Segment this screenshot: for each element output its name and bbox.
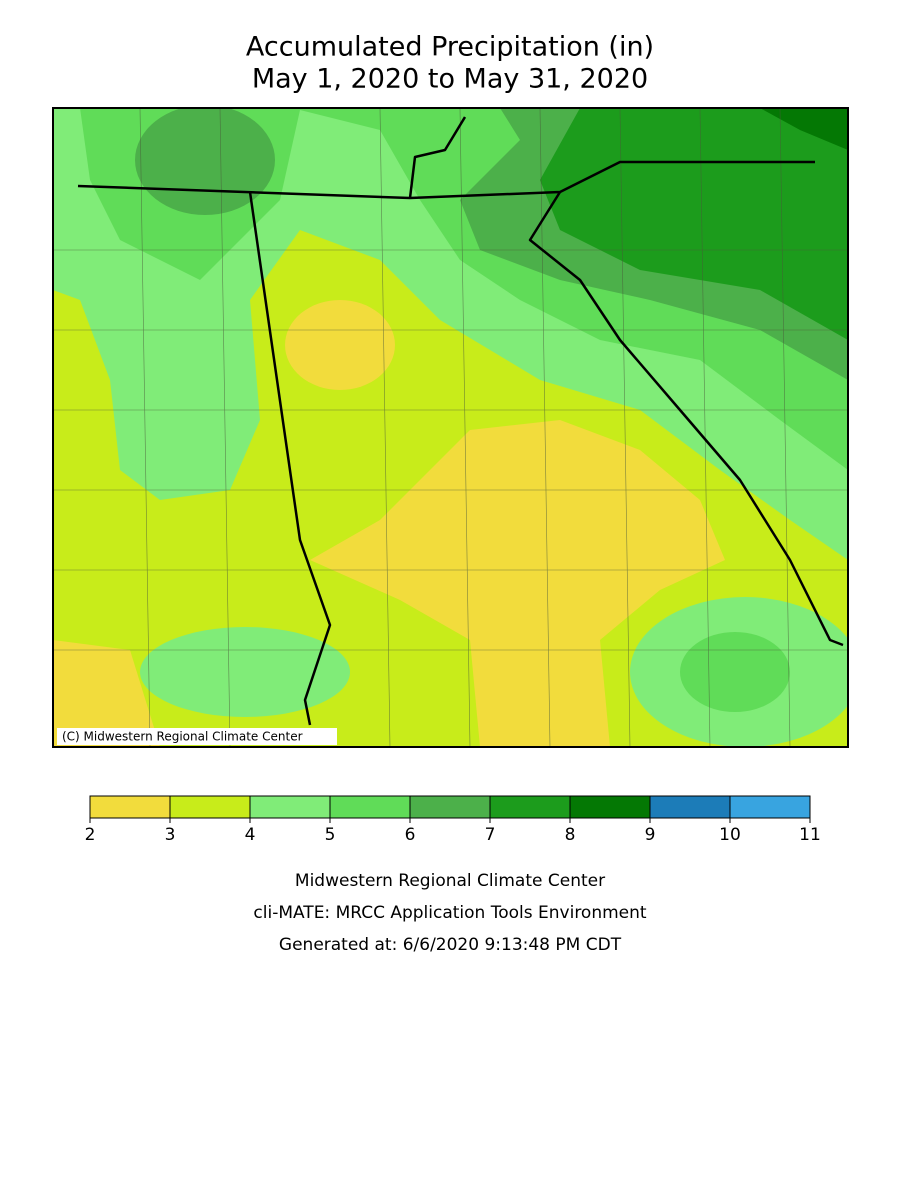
state-border	[528, 191, 844, 647]
state-border	[408, 116, 467, 199]
legend-swatch	[89, 795, 171, 819]
legend-tick-label: 8	[565, 825, 576, 845]
legend-swatch	[649, 795, 731, 819]
precip-region	[760, 108, 848, 150]
precip-region	[135, 108, 275, 215]
state-border	[248, 191, 332, 726]
legend-tick-label: 4	[245, 825, 256, 845]
legend-tick-label: 10	[719, 825, 741, 845]
legend-tick-label: 11	[799, 825, 821, 845]
legend-swatch	[409, 795, 491, 819]
legend-swatch	[569, 795, 651, 819]
footer-line: Generated at: 6/6/2020 9:13:48 PM CDT	[279, 935, 622, 955]
map-frame	[52, 107, 849, 748]
legend-swatch	[169, 795, 251, 819]
precip-region	[140, 627, 350, 717]
legend-tick-label: 2	[85, 825, 96, 845]
map	[53, 108, 848, 747]
precip-region	[540, 108, 848, 340]
precip-region	[53, 640, 160, 747]
footer-line: Midwestern Regional Climate Center	[295, 871, 605, 891]
copyright-box	[57, 728, 337, 745]
legend-swatch	[729, 795, 811, 819]
title-line: Accumulated Precipitation (in)	[246, 32, 654, 63]
precip-region	[285, 300, 395, 390]
county-lines	[53, 108, 848, 747]
copyright: (C) Midwestern Regional Climate Center	[62, 730, 303, 744]
legend-tick-label: 7	[485, 825, 496, 845]
legend-tick-label: 6	[405, 825, 416, 845]
legend-tick-label: 5	[325, 825, 336, 845]
legend: 2 3 4 5 6 7 8 9 10 11	[85, 795, 821, 845]
legend-tick-label: 9	[645, 825, 656, 845]
legend-swatch	[489, 795, 571, 819]
legend-tick-label: 3	[165, 825, 176, 845]
legend-swatch	[329, 795, 411, 819]
footer-line: cli-MATE: MRCC Application Tools Environ…	[253, 903, 646, 923]
title-line: May 1, 2020 to May 31, 2020	[252, 64, 648, 95]
precip-region	[310, 420, 725, 747]
legend-swatch	[249, 795, 331, 819]
precip-region	[680, 632, 790, 712]
